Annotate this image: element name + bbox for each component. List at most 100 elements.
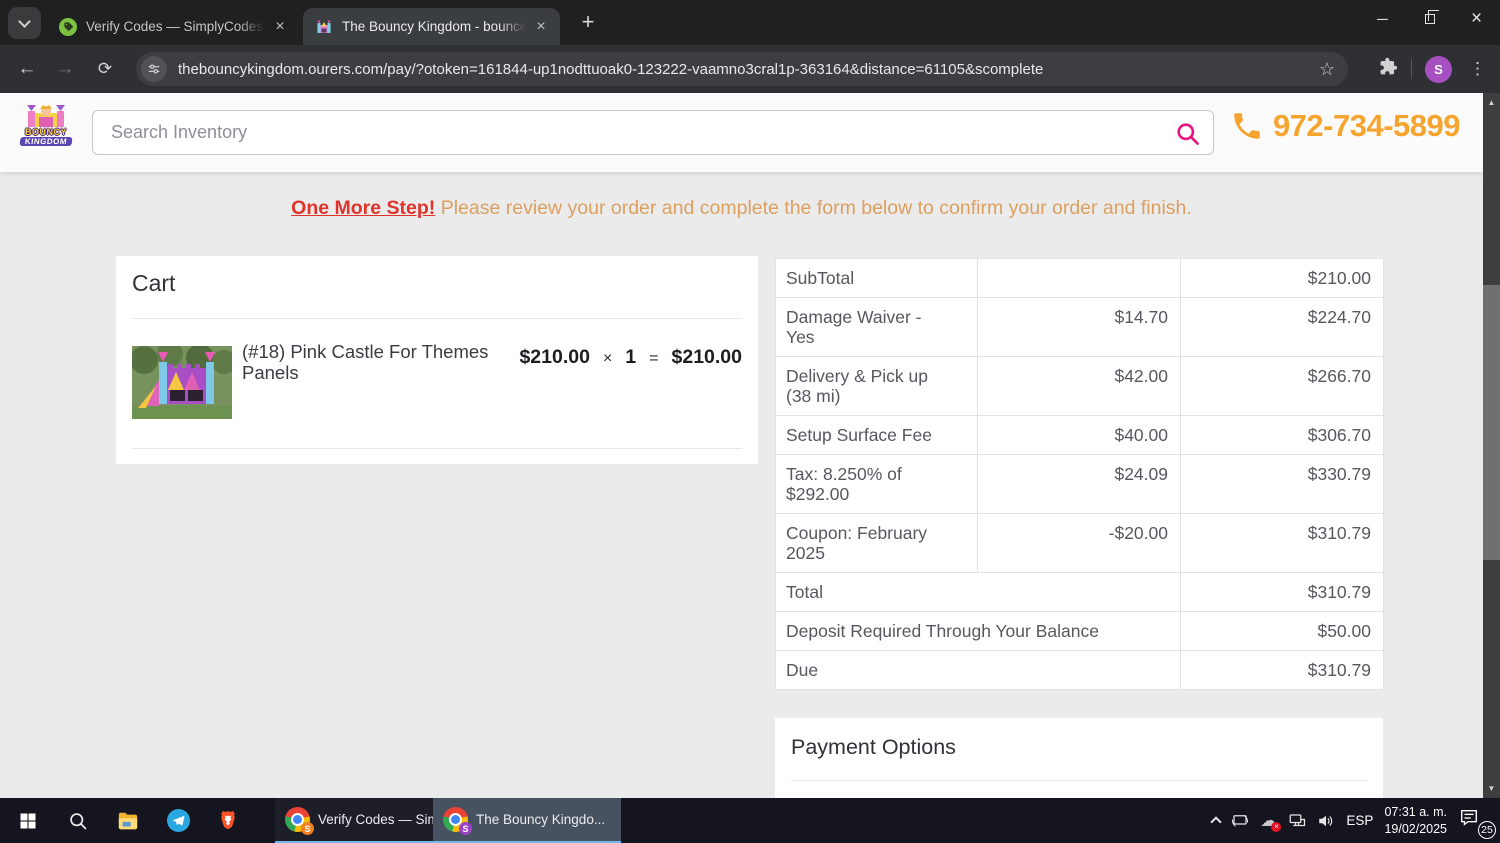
row-total: $224.70: [1180, 297, 1384, 357]
cart-card: Cart (#18) Pink Castle For Themes Panels…: [116, 256, 758, 464]
tray-expand-button[interactable]: [1210, 815, 1223, 828]
notification-center-button[interactable]: 25: [1458, 808, 1496, 839]
notification-count-badge: 25: [1478, 821, 1496, 839]
payment-options-card: Payment Options: [775, 718, 1383, 798]
tab-title: The Bouncy Kingdom - bounce: [342, 19, 526, 34]
row-label: SubTotal: [786, 268, 855, 288]
chrome-icon: S: [443, 807, 472, 835]
extensions-icon[interactable]: [1379, 57, 1398, 81]
chevron-down-icon: [18, 14, 31, 28]
minimize-button[interactable]: ─: [1377, 10, 1388, 28]
row-label: Tax: 8.250% of $292.00: [786, 464, 902, 504]
file-explorer-button[interactable]: [103, 798, 153, 843]
browser-toolbar: ← → ⟳ thebouncykingdom.ourers.com/pay/?o…: [0, 45, 1500, 93]
tab-close-icon[interactable]: ×: [536, 17, 546, 35]
row-amount: -$20.00: [977, 513, 1181, 573]
one-more-step-link[interactable]: One More Step!: [291, 197, 436, 219]
site-header: BOUNCY KINGDOM 972-734-5899: [0, 93, 1483, 172]
row-label: Damage Waiver - Yes: [786, 307, 922, 347]
clock-date: 19/02/2025: [1384, 821, 1447, 836]
cart-item-image[interactable]: [132, 346, 232, 419]
tab-bouncy-kingdom[interactable]: The Bouncy Kingdom - bounce ×: [303, 8, 560, 45]
brave-browser-button[interactable]: [203, 798, 253, 843]
taskbar-app-label: The Bouncy Kingdo...: [476, 812, 606, 827]
site-logo[interactable]: BOUNCY KINGDOM: [19, 103, 73, 162]
row-amount: $42.00: [977, 356, 1181, 416]
table-row: Coupon: February 2025 -$20.00 $310.79: [775, 513, 1384, 573]
row-total: $310.79: [1180, 572, 1384, 612]
language-indicator[interactable]: ESP: [1346, 813, 1374, 828]
toolbar-separator: [1411, 59, 1412, 79]
brave-icon: [221, 810, 235, 829]
address-bar[interactable]: thebouncykingdom.ourers.com/pay/?otoken=…: [136, 52, 1348, 86]
payment-options-title: Payment Options: [791, 735, 956, 759]
tab-search-button[interactable]: [8, 7, 41, 39]
tab-title: Verify Codes — SimplyCodes: [86, 19, 264, 34]
browser-menu-icon[interactable]: ⋮: [1469, 59, 1486, 78]
windows-taskbar: S Verify Codes — Sim... S The Bouncy Kin…: [0, 798, 1500, 843]
search-inventory-input[interactable]: [93, 111, 1213, 154]
divider: [791, 780, 1367, 781]
phone-link[interactable]: 972-734-5899: [1230, 108, 1461, 144]
simplycodes-badge: S: [301, 822, 314, 835]
row-total: $310.79: [1180, 513, 1384, 573]
screen-sync-icon[interactable]: [1231, 813, 1249, 829]
chevron-up-icon: [1210, 816, 1223, 828]
taskbar-app-bouncy-kingdom[interactable]: S The Bouncy Kingdo...: [433, 798, 621, 843]
row-amount: $14.70: [977, 297, 1181, 357]
search-inventory-box: [92, 110, 1214, 155]
page-viewport: BOUNCY KINGDOM 972-734-5899 One More Ste…: [0, 93, 1500, 798]
reload-icon[interactable]: ⟳: [97, 59, 113, 78]
row-label: Total: [775, 572, 1181, 612]
bookmark-star-icon[interactable]: ☆: [1318, 58, 1335, 79]
browser-tab-strip: Verify Codes — SimplyCodes × The Bouncy …: [0, 0, 1500, 45]
profile-avatar[interactable]: S: [1425, 55, 1452, 83]
table-row: SubTotal $210.00: [775, 258, 1384, 298]
forward-icon[interactable]: →: [55, 58, 75, 79]
page-scrollbar[interactable]: ▲ ▼: [1483, 93, 1500, 798]
table-row: Total $310.79: [775, 572, 1384, 612]
scroll-down-icon[interactable]: ▼: [1487, 784, 1496, 793]
simplycodes-favicon: [59, 17, 77, 36]
unit-price: $210.00: [519, 346, 590, 368]
clock-time: 07:31 a. m.: [1384, 804, 1447, 819]
windows-logo-icon: [20, 813, 36, 828]
url-text: thebouncykingdom.ourers.com/pay/?otoken=…: [178, 60, 1044, 78]
search-icon[interactable]: [1174, 120, 1201, 147]
taskbar-app-verify-codes[interactable]: S Verify Codes — Sim...: [275, 798, 450, 843]
row-total: $306.70: [1180, 415, 1384, 455]
row-label: Delivery & Pick up (38 mi): [786, 366, 928, 406]
telegram-button[interactable]: [153, 798, 203, 843]
multiply-symbol: ×: [602, 350, 613, 367]
cart-title: Cart: [132, 270, 176, 296]
tab-close-icon[interactable]: ×: [275, 17, 285, 35]
start-button[interactable]: [3, 798, 53, 843]
onedrive-error-icon[interactable]: ☁ ×: [1260, 811, 1282, 832]
scroll-up-icon[interactable]: ▲: [1487, 98, 1496, 107]
network-icon[interactable]: [1288, 813, 1306, 829]
toolbar-right: S ⋮: [1379, 52, 1490, 86]
close-window-button[interactable]: ×: [1470, 8, 1483, 29]
volume-icon[interactable]: [1317, 813, 1335, 829]
restore-button[interactable]: [1406, 0, 1453, 38]
telegram-icon: [166, 809, 190, 832]
taskbar-search-button[interactable]: [53, 798, 103, 843]
row-amount: $40.00: [977, 415, 1181, 455]
phone-icon: [1234, 113, 1260, 139]
logo-text-line2: KINGDOM: [19, 137, 73, 146]
cart-item-name[interactable]: (#18) Pink Castle For Themes Panels: [242, 341, 489, 383]
divider: [132, 448, 742, 449]
row-label: Coupon: February 2025: [786, 523, 928, 563]
tab-verify-codes[interactable]: Verify Codes — SimplyCodes ×: [47, 8, 299, 45]
new-tab-button[interactable]: +: [581, 9, 595, 34]
order-summary-table: SubTotal $210.00 Damage Waiver - Yes $14…: [775, 258, 1384, 690]
table-row: Tax: 8.250% of $292.00 $24.09 $330.79: [775, 454, 1384, 514]
scrollbar-thumb[interactable]: [1483, 285, 1500, 560]
site-settings-icon[interactable]: [141, 56, 167, 82]
back-icon[interactable]: ←: [17, 58, 37, 79]
cart-item-pricing: $210.00 × 1 = $210.00: [519, 346, 742, 369]
clock[interactable]: 07:31 a. m. 19/02/2025: [1384, 804, 1447, 838]
table-row: Due $310.79: [775, 650, 1384, 690]
quantity: 1: [625, 346, 637, 368]
logo-text-line1: BOUNCY: [24, 127, 67, 137]
